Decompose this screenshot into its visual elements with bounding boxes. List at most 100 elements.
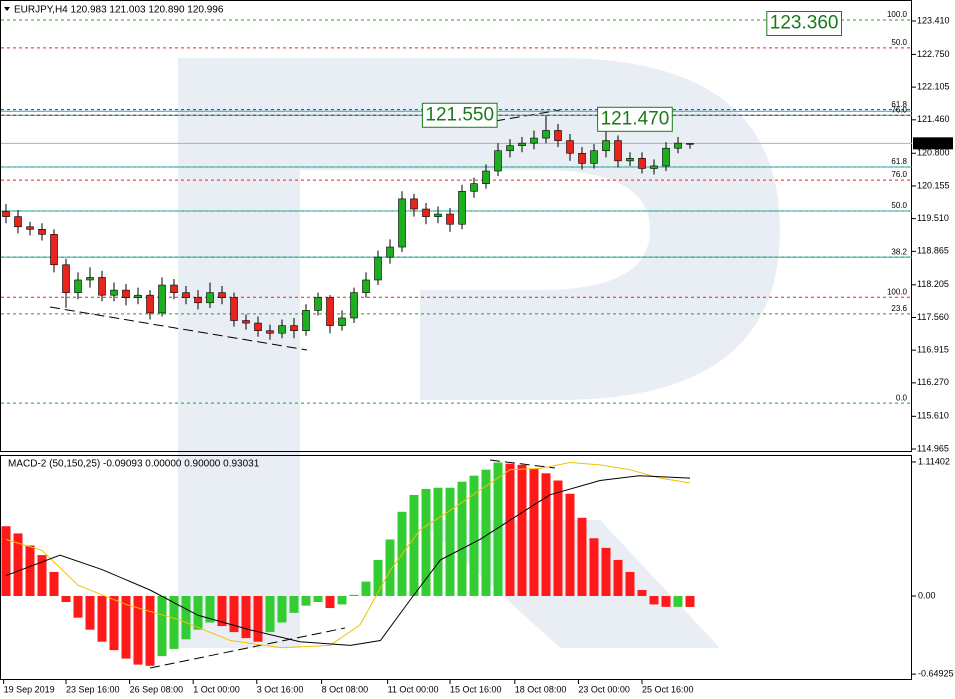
histogram-bar [49, 571, 59, 597]
x-tick-label: 1 Oct 00:00 [193, 684, 240, 694]
y-tick-label: -0.64925 [918, 669, 954, 679]
histogram-bar [181, 596, 191, 640]
last-price-label: 120.996 [916, 138, 949, 148]
histogram-bar [337, 596, 347, 605]
macd-title: MACD-2 (50,150,25) -0.09093 0.00000 0.90… [8, 459, 260, 470]
histogram-bar [469, 475, 479, 597]
y-tick-label: 1.11402 [918, 456, 950, 466]
histogram-bar [505, 463, 515, 597]
histogram-bar [109, 596, 119, 651]
macd-panel [0, 455, 912, 680]
histogram-bar [61, 596, 71, 603]
histogram-bar [433, 487, 443, 597]
candle-body [86, 277, 94, 281]
candle-body [110, 289, 118, 296]
candle-body [410, 198, 418, 210]
histogram-bar [649, 596, 659, 605]
histogram-bar [673, 596, 683, 607]
candle-body [662, 147, 670, 167]
last-price-box [913, 137, 953, 150]
candle-body [326, 297, 334, 326]
histogram-bar [97, 596, 107, 642]
candle-body [218, 292, 226, 299]
histogram-bar [265, 596, 275, 633]
fib-label: 61.8 [891, 100, 907, 109]
histogram-bar [145, 596, 155, 666]
histogram-bar [253, 596, 263, 642]
histogram-bar [553, 480, 563, 597]
candle-body [470, 183, 478, 192]
y-tick-label: 120.800 [917, 148, 950, 158]
histogram-bar [241, 596, 251, 639]
candle-body [374, 256, 382, 281]
fib-label: 100.0 [887, 10, 908, 19]
x-tick-label: 23 Oct 00:00 [578, 684, 630, 694]
histogram-bar [685, 596, 695, 607]
histogram-bar [169, 596, 179, 649]
candle-body [338, 317, 346, 326]
candle-body [578, 152, 586, 164]
candle-body [518, 142, 526, 146]
x-tick-label: 25 Oct 16:00 [642, 684, 694, 694]
candle-body [422, 208, 430, 217]
histogram-bar [493, 462, 503, 597]
x-tick-label: 26 Sep 08:00 [130, 684, 184, 694]
histogram-bar [385, 539, 395, 597]
histogram-bar [25, 545, 35, 597]
candle-body [146, 294, 154, 314]
candle-body [206, 292, 214, 304]
histogram-bar [637, 590, 647, 597]
histogram-bar [373, 559, 383, 597]
candle-body [362, 279, 370, 293]
y-tick-label: 0.00 [918, 590, 936, 600]
chart-title: EURJPY,H4 120.983 121.003 120.890 120.99… [14, 5, 224, 16]
candle-body [290, 325, 298, 331]
histogram-bar [565, 493, 575, 597]
menu-arrow[interactable] [4, 7, 10, 11]
candle-body [62, 264, 70, 293]
histogram-bar [133, 596, 143, 665]
y-tick-label: 122.750 [917, 49, 950, 59]
fib-label: 0.0 [896, 393, 908, 402]
candle-body [386, 246, 394, 258]
candle-body [458, 190, 466, 225]
fib-label: 76.0 [891, 105, 907, 114]
x-tick-label: 15 Oct 16:00 [450, 684, 502, 694]
price-annotation-box [597, 106, 673, 132]
histogram-bar [445, 487, 455, 597]
candle-body [230, 297, 238, 321]
histogram-bar [301, 596, 311, 606]
histogram-bar [37, 555, 47, 597]
candle-body [74, 279, 82, 293]
fib-label: 23.6 [891, 304, 907, 313]
fib-label: 50.0 [891, 38, 907, 47]
histogram-bar [205, 596, 215, 623]
histogram-bar [229, 596, 239, 633]
candle-body [122, 289, 130, 299]
x-tick-label: 18 Oct 08:00 [515, 684, 567, 694]
fib-label: 100.0 [887, 287, 908, 296]
candle-body [398, 198, 406, 248]
histogram-bar [613, 559, 623, 597]
price-panel [0, 0, 912, 452]
macd-line [5, 475, 691, 646]
x-tick-label: 8 Oct 08:00 [322, 684, 369, 694]
candle-body [278, 325, 286, 334]
histogram-bar [661, 596, 671, 607]
histogram-bar [601, 547, 611, 597]
candle-body [194, 297, 202, 304]
y-tick-label: 123.410 [917, 15, 950, 25]
candle-body [182, 292, 190, 299]
histogram-bar [193, 596, 203, 630]
histogram-bar [217, 596, 227, 627]
fib-label: 38.2 [891, 247, 907, 256]
candle-body [482, 170, 490, 184]
histogram-bar [481, 469, 491, 597]
histogram-bar [421, 488, 431, 597]
histogram-bar [121, 596, 131, 659]
candle-body [494, 150, 502, 172]
candle-body [14, 216, 22, 228]
candle-body [506, 145, 514, 152]
histogram-bar [457, 481, 467, 597]
